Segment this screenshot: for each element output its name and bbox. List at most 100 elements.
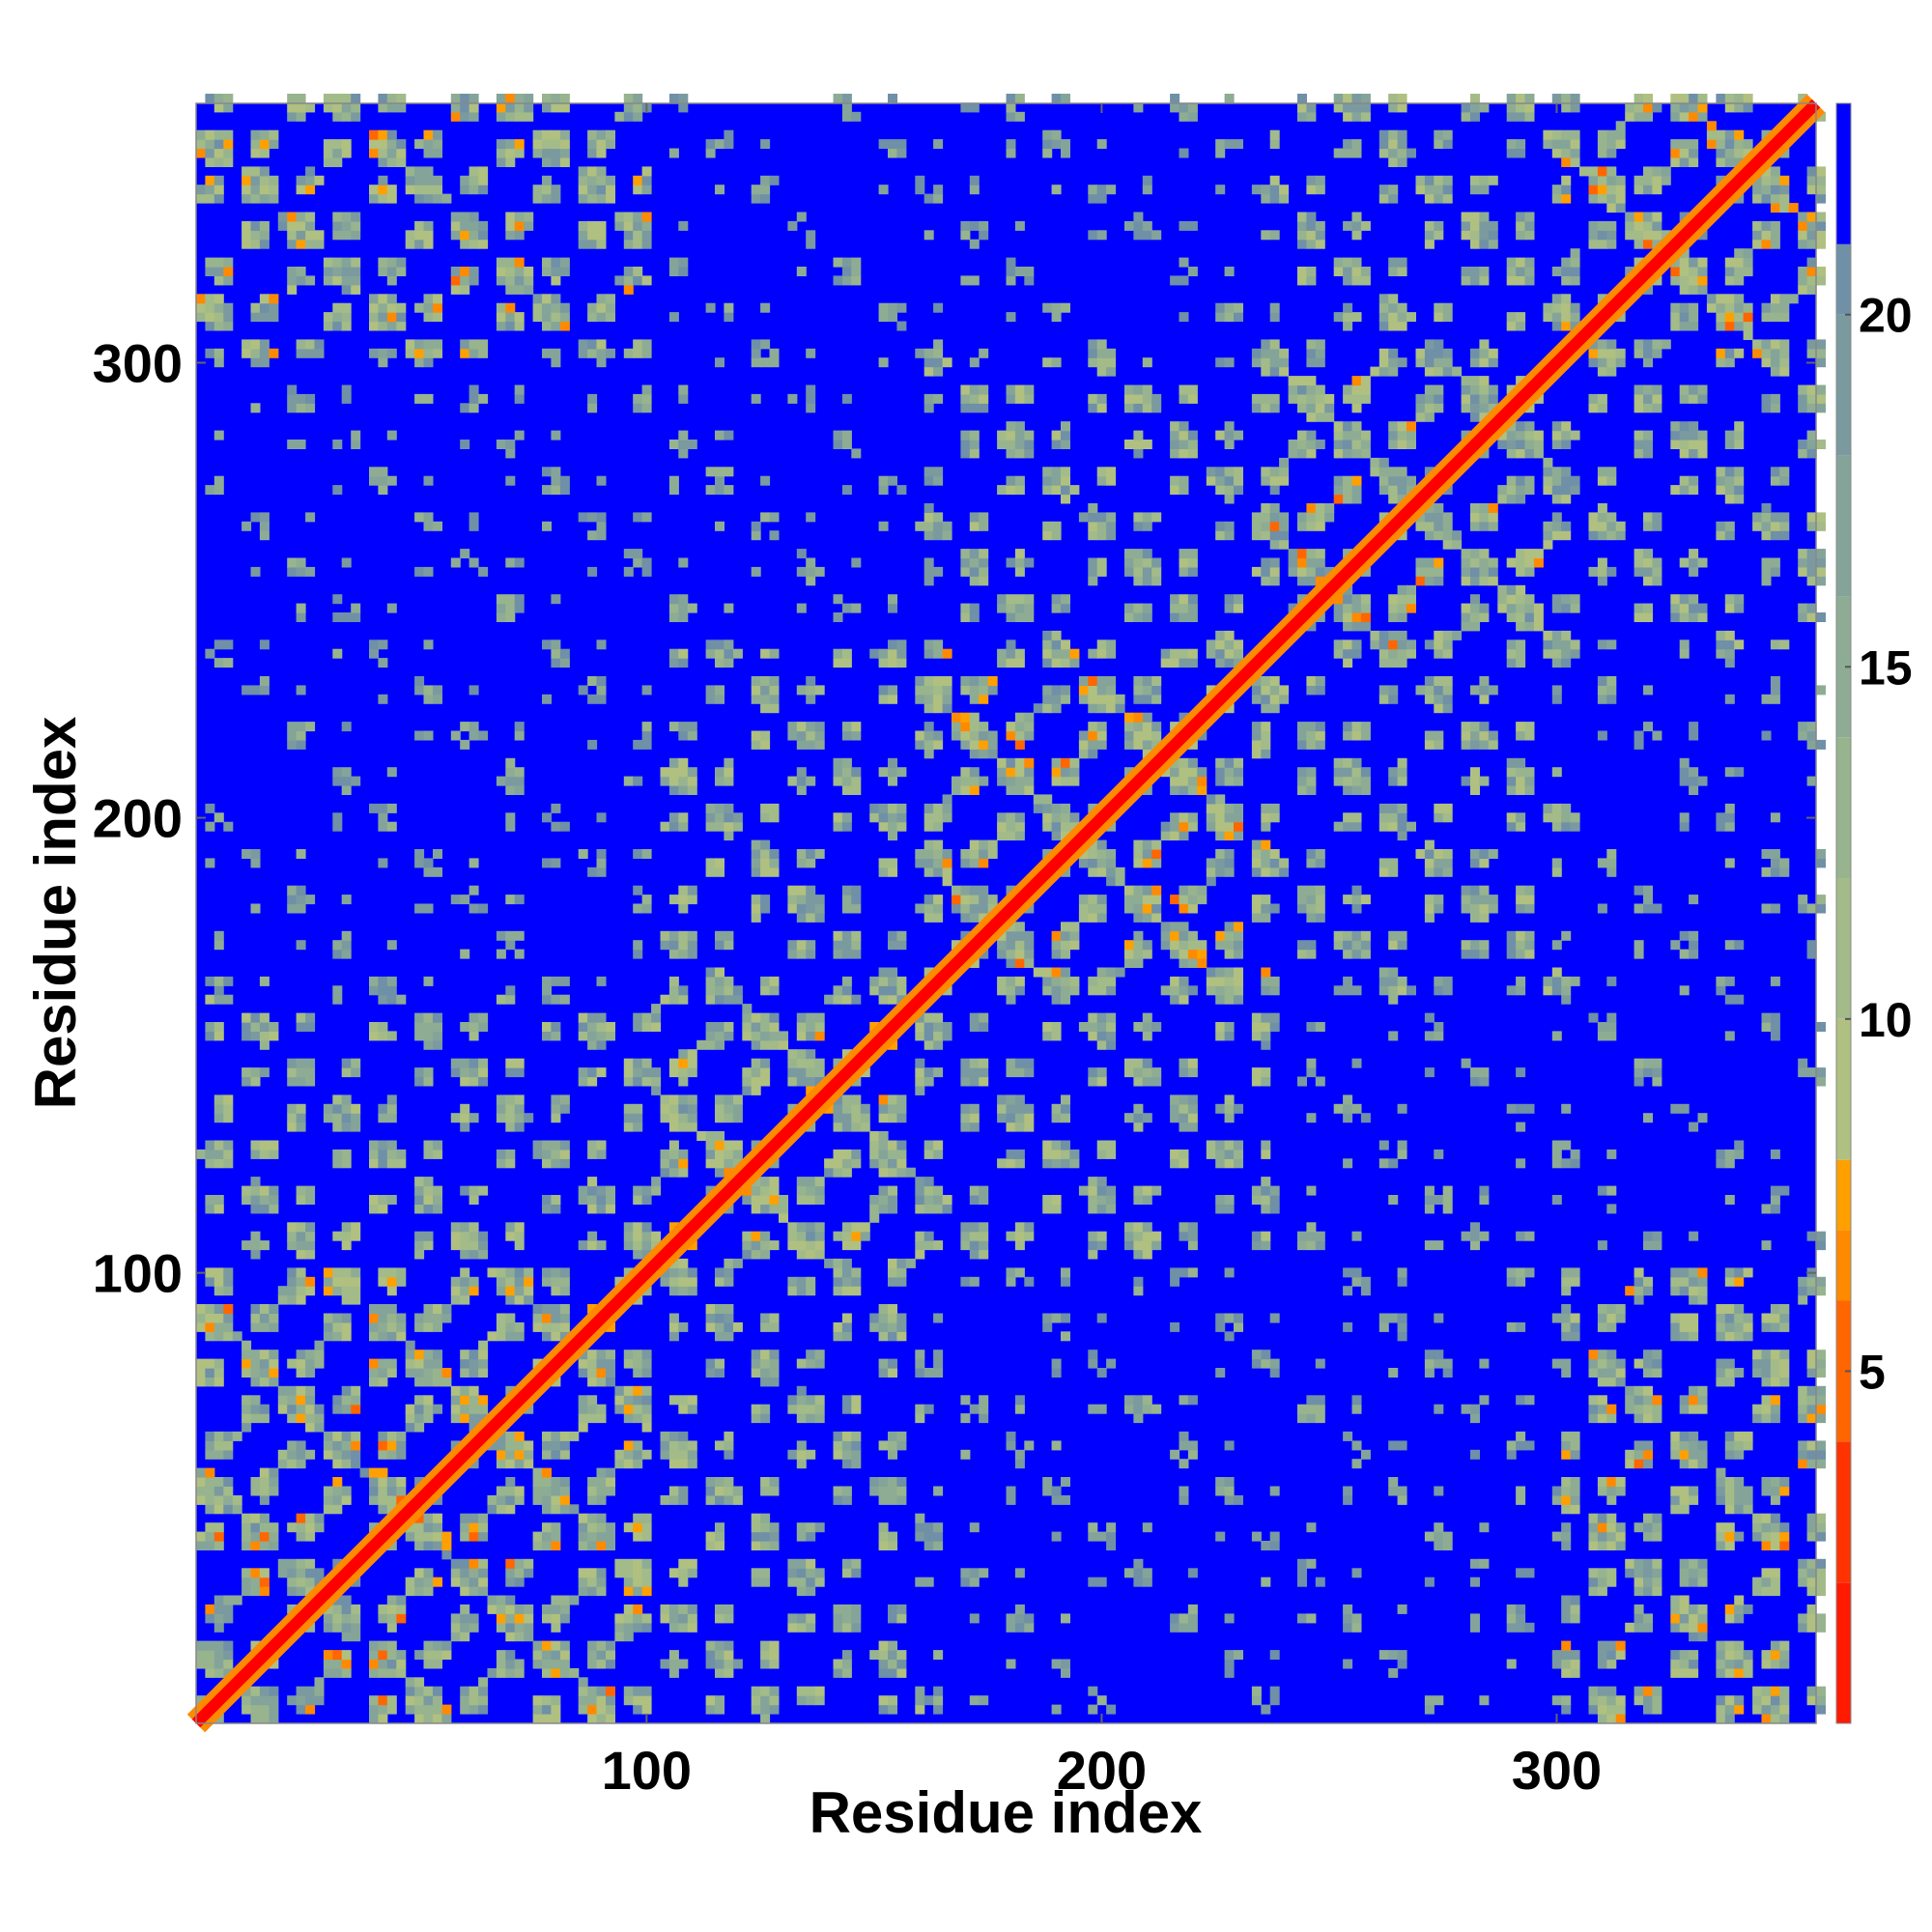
heat-cell bbox=[386, 1321, 397, 1332]
heat-cell bbox=[1479, 1231, 1490, 1241]
heat-cell bbox=[1761, 1486, 1772, 1496]
heat-cell bbox=[888, 821, 897, 832]
heat-cell bbox=[351, 275, 361, 286]
heat-cell bbox=[1479, 949, 1490, 959]
heat-cell bbox=[1670, 1613, 1681, 1624]
heat-cell bbox=[869, 976, 880, 986]
heat-cell bbox=[213, 1622, 224, 1633]
heat-cell bbox=[505, 111, 516, 122]
heat-cell bbox=[1306, 912, 1317, 923]
heat-cell bbox=[715, 1650, 724, 1661]
heat-cell bbox=[396, 1313, 407, 1323]
heat-cell bbox=[386, 767, 397, 778]
heat-cell bbox=[1051, 1486, 1062, 1496]
heat-cell bbox=[1170, 1113, 1180, 1123]
heat-cell bbox=[751, 858, 761, 868]
heat-cell bbox=[1606, 1368, 1617, 1378]
heat-cell bbox=[542, 1440, 552, 1451]
heat-cell bbox=[205, 976, 215, 986]
heat-cell bbox=[551, 1622, 561, 1633]
heat-cell bbox=[551, 639, 561, 650]
heat-cell bbox=[332, 985, 343, 996]
heat-cell bbox=[369, 985, 379, 996]
heat-cell bbox=[1096, 1195, 1107, 1205]
heat-cell bbox=[351, 1449, 361, 1460]
heat-cell bbox=[751, 1413, 761, 1424]
heat-cell bbox=[1151, 1240, 1162, 1251]
heat-cell bbox=[596, 849, 607, 859]
heat-cell bbox=[450, 1113, 461, 1123]
heat-cell bbox=[915, 1531, 925, 1542]
heat-cell bbox=[296, 557, 306, 568]
heat-cell bbox=[1442, 1195, 1453, 1205]
heat-cell bbox=[1670, 1659, 1681, 1669]
heat-cell bbox=[223, 1494, 234, 1505]
heat-cell bbox=[287, 220, 298, 231]
heat-cell bbox=[923, 357, 934, 368]
heat-cell bbox=[641, 1449, 652, 1460]
heat-cell bbox=[386, 267, 397, 276]
heat-cell bbox=[532, 1486, 543, 1496]
heat-cell bbox=[351, 440, 361, 449]
heat-cell bbox=[1006, 958, 1016, 968]
heat-cell bbox=[496, 1595, 506, 1605]
heat-cell bbox=[1551, 976, 1562, 986]
heat-cell bbox=[851, 257, 862, 268]
heat-cell bbox=[551, 467, 561, 477]
heat-cell bbox=[213, 930, 224, 941]
heat-cell bbox=[1306, 1240, 1317, 1251]
heat-cell bbox=[1351, 1276, 1362, 1287]
heat-cell bbox=[505, 1650, 516, 1661]
heat-cell bbox=[433, 348, 442, 358]
heat-cell bbox=[715, 430, 724, 440]
heat-cell bbox=[414, 1195, 425, 1205]
heat-cell bbox=[1179, 1122, 1189, 1132]
heat-cell bbox=[496, 594, 506, 605]
heat-cell bbox=[423, 1577, 434, 1587]
heat-cell bbox=[505, 821, 516, 832]
heat-cell bbox=[806, 1058, 816, 1068]
heat-cell bbox=[878, 1158, 889, 1169]
heat-cell bbox=[606, 193, 615, 204]
heat-cell bbox=[259, 129, 270, 140]
heat-cell bbox=[896, 1258, 907, 1268]
heat-cell bbox=[1734, 940, 1745, 951]
heat-cell bbox=[1187, 1440, 1198, 1451]
heat-cell bbox=[414, 512, 425, 523]
heat-cell bbox=[450, 730, 461, 741]
heat-cell bbox=[878, 1094, 889, 1105]
heat-cell bbox=[414, 1395, 425, 1406]
heat-cell bbox=[351, 776, 361, 786]
heat-cell bbox=[242, 521, 252, 531]
heat-cell bbox=[960, 685, 971, 696]
heat-cell bbox=[259, 1012, 270, 1023]
heat-cell bbox=[378, 1667, 388, 1678]
heat-cell bbox=[423, 175, 434, 185]
heat-cell bbox=[1133, 1558, 1144, 1569]
heat-cell bbox=[478, 1231, 489, 1241]
heat-cell bbox=[923, 849, 934, 859]
heat-cell bbox=[596, 1358, 607, 1369]
heat-cell bbox=[1351, 1622, 1362, 1633]
heat-cell bbox=[341, 1313, 352, 1323]
heat-cell bbox=[633, 1012, 643, 1023]
heat-cell bbox=[760, 1659, 771, 1669]
heat-cell bbox=[769, 867, 780, 877]
heat-cell bbox=[888, 994, 897, 1005]
heat-cell bbox=[213, 1650, 224, 1661]
heat-cell bbox=[514, 1568, 525, 1578]
heat-cell bbox=[1406, 985, 1416, 996]
heat-cell bbox=[705, 821, 716, 832]
heat-cell bbox=[532, 1313, 543, 1323]
heat-cell bbox=[606, 1659, 615, 1669]
heat-cell bbox=[505, 1604, 516, 1614]
heat-cell bbox=[578, 1368, 588, 1378]
heat-cell bbox=[524, 102, 534, 113]
heat-cell bbox=[715, 1313, 724, 1323]
heat-cell bbox=[296, 111, 306, 122]
heat-cell bbox=[386, 257, 397, 268]
heat-cell bbox=[1261, 1177, 1271, 1187]
heat-cell bbox=[414, 1513, 425, 1523]
heat-cell bbox=[1306, 1058, 1317, 1068]
heat-cell bbox=[213, 658, 224, 668]
